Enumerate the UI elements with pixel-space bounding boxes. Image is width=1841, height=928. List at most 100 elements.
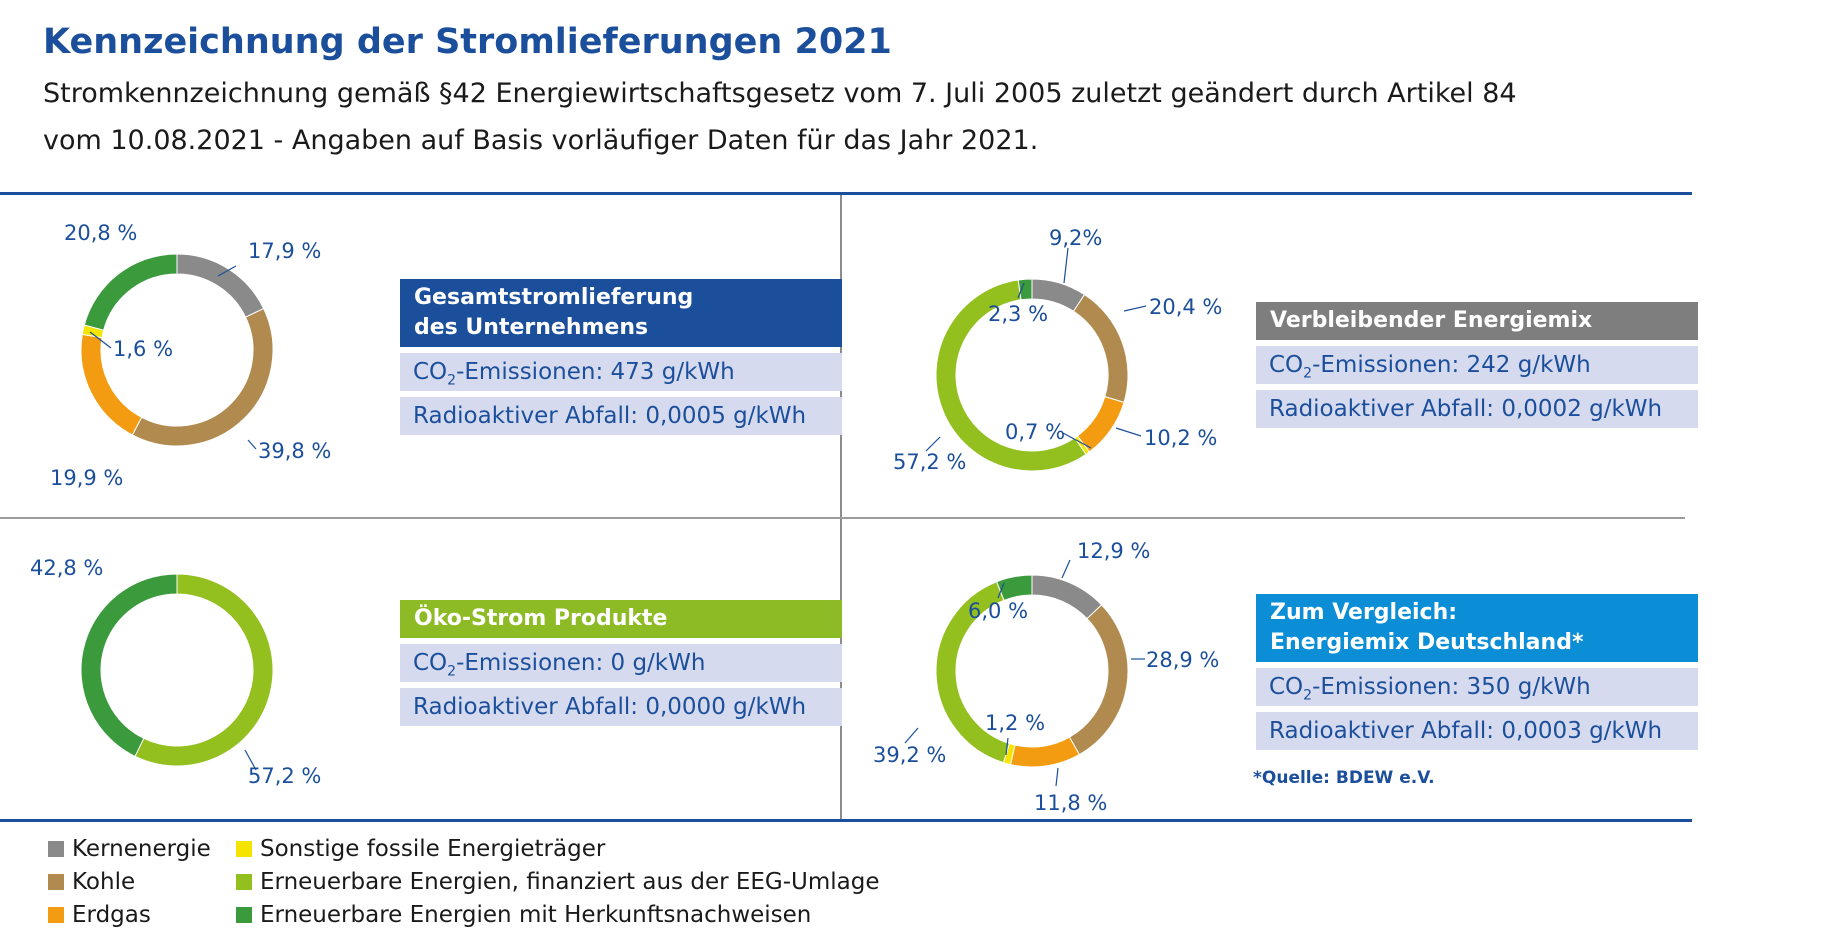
leader-line bbox=[1061, 559, 1071, 579]
data-label-erneuerbare-energien-mit-herkunftsnachweisen: 2,3 % bbox=[988, 302, 1048, 326]
co2-value: -Emissionen: 473 g/kWh bbox=[456, 359, 735, 385]
leader-line bbox=[925, 436, 941, 452]
legend-swatch bbox=[48, 907, 64, 923]
co2-subscript: 2 bbox=[447, 663, 457, 680]
card-verbleibender-energiemix: Verbleibender Energiemix CO2-Emissionen:… bbox=[1256, 302, 1698, 428]
data-label-erneuerbare-energien-finanziert-aus-der-eeg-umlage: 57,2 % bbox=[248, 764, 321, 788]
source-note: *Quelle: BDEW e.V. bbox=[1253, 768, 1435, 788]
leader-line bbox=[247, 439, 257, 450]
co2-emissions-row: CO2-Emissionen: 473 g/kWh bbox=[400, 353, 842, 391]
slice-erneuerbare-energien-mit-herkunftsnachweisen bbox=[996, 574, 1033, 601]
data-label-sonstige-fossile-energietr-ger: 0,7 % bbox=[1005, 420, 1065, 444]
legend-item-sonstige: Sonstige fossile Energieträger bbox=[236, 836, 605, 862]
data-label-erneuerbare-energien-mit-herkunftsnachweisen: 6,0 % bbox=[968, 599, 1028, 623]
slice-kernenergie bbox=[1031, 574, 1103, 620]
leader-line bbox=[1005, 737, 1009, 756]
data-label-erneuerbare-energien-finanziert-aus-der-eeg-umlage: 39,2 % bbox=[873, 743, 946, 767]
co2-label: CO bbox=[413, 359, 448, 385]
slice-erneuerbare-energien-finanziert-aus-der-eeg-umlage bbox=[134, 573, 274, 767]
slice-erneuerbare-energien-mit-herkunftsnachweisen bbox=[83, 253, 178, 331]
card-title-line-2: Energiemix Deutschland* bbox=[1270, 630, 1584, 655]
slice-kohle bbox=[1068, 604, 1129, 756]
leader-line bbox=[89, 331, 112, 349]
card-title: Zum Vergleich: Energiemix Deutschland* bbox=[1256, 594, 1698, 662]
slice-erneuerbare-energien-finanziert-aus-der-eeg-umlage bbox=[935, 279, 1087, 472]
data-label-erdgas: 19,9 % bbox=[50, 466, 123, 490]
data-label-kernenergie: 9,2% bbox=[1049, 226, 1102, 250]
slice-kohle bbox=[1072, 293, 1129, 403]
radioactive-waste-row: Radioaktiver Abfall: 0,0005 g/kWh bbox=[400, 397, 842, 435]
card-title: Gesamtstromlieferung des Unternehmens bbox=[400, 279, 842, 347]
leader-line bbox=[904, 727, 919, 744]
co2-subscript: 2 bbox=[1303, 687, 1313, 704]
co2-subscript: 2 bbox=[1303, 365, 1313, 382]
legend-item-kohle: Kohle bbox=[48, 869, 135, 895]
card-gesamtstromlieferung: Gesamtstromlieferung des Unternehmens CO… bbox=[400, 279, 842, 435]
data-label-sonstige-fossile-energietr-ger: 1,6 % bbox=[113, 337, 173, 361]
page-title: Kennzeichnung der Stromlieferungen 2021 bbox=[43, 22, 892, 62]
co2-label: CO bbox=[1269, 352, 1304, 378]
data-label-erneuerbare-energien-mit-herkunftsnachweisen: 20,8 % bbox=[64, 221, 137, 245]
co2-label: CO bbox=[413, 650, 448, 676]
card-oeko-strom-produkte: Öko-Strom Produkte CO2-Emissionen: 0 g/k… bbox=[400, 600, 842, 726]
legend-item-kernenergie: Kernenergie bbox=[48, 836, 211, 862]
slice-kernenergie bbox=[176, 253, 265, 318]
legend-swatch bbox=[48, 874, 64, 890]
data-label-kohle: 28,9 % bbox=[1146, 648, 1219, 672]
slice-erneuerbare-energien-mit-herkunftsnachweisen bbox=[80, 573, 178, 758]
card-title-line-2: des Unternehmens bbox=[414, 315, 649, 340]
page-subtitle-line-2: vom 10.08.2021 - Angaben auf Basis vorlä… bbox=[43, 125, 1039, 156]
leader-line bbox=[1063, 247, 1069, 284]
radioactive-waste-row: Radioaktiver Abfall: 0,0000 g/kWh bbox=[400, 688, 842, 726]
data-label-kohle: 39,8 % bbox=[258, 439, 331, 463]
donut-chart-2: 9,2% 20,4 % 10,2 % 0,7 % 57,2 % 2,3 % bbox=[893, 226, 1222, 474]
legend-item-erdgas: Erdgas bbox=[48, 902, 151, 928]
card-energiemix-deutschland: Zum Vergleich: Energiemix Deutschland* C… bbox=[1256, 594, 1698, 750]
leader-line bbox=[1115, 427, 1142, 437]
leader-line bbox=[1062, 432, 1092, 449]
data-label-kernenergie: 17,9 % bbox=[248, 239, 321, 263]
leader-line bbox=[1055, 767, 1059, 787]
co2-value: -Emissionen: 350 g/kWh bbox=[1312, 674, 1591, 700]
co2-emissions-row: CO2-Emissionen: 0 g/kWh bbox=[400, 644, 842, 682]
slice-erneuerbare-energien-mit-herkunftsnachweisen bbox=[1017, 278, 1033, 301]
page-subtitle-line-1: Stromkennzeichnung gemäß §42 Energiewirt… bbox=[43, 78, 1517, 109]
slice-kohle bbox=[131, 307, 274, 447]
data-label-erdgas: 11,8 % bbox=[1034, 791, 1107, 815]
card-title-line-1: Gesamtstromlieferung bbox=[414, 285, 694, 310]
co2-subscript: 2 bbox=[447, 372, 457, 389]
legend-item-eeg: Erneuerbare Energien, finanziert aus der… bbox=[236, 869, 880, 895]
co2-value: -Emissionen: 0 g/kWh bbox=[456, 650, 706, 676]
data-label-erneuerbare-energien-finanziert-aus-der-eeg-umlage: 57,2 % bbox=[893, 450, 966, 474]
card-title: Verbleibender Energiemix bbox=[1256, 302, 1698, 340]
co2-label: CO bbox=[1269, 674, 1304, 700]
data-label-erdgas: 10,2 % bbox=[1144, 426, 1217, 450]
card-title: Öko-Strom Produkte bbox=[400, 600, 842, 638]
donut-chart-1: 17,9 % 39,8 % 19,9 % 1,6 % 20,8 % bbox=[50, 221, 331, 490]
legend-label: Kohle bbox=[72, 869, 136, 895]
legend-label: Erneuerbare Energien mit Herkunftsnachwe… bbox=[260, 902, 812, 928]
bottom-rule bbox=[0, 819, 1692, 822]
data-label-kohle: 20,4 % bbox=[1149, 295, 1222, 319]
legend-label: Sonstige fossile Energieträger bbox=[260, 836, 606, 862]
donut-chart-4: 12,9 % 28,9 % 11,8 % 1,2 % 39,2 % 6,0 % bbox=[873, 539, 1219, 815]
leader-line bbox=[997, 582, 1005, 599]
data-label-sonstige-fossile-energietr-ger: 1,2 % bbox=[985, 711, 1045, 735]
legend-swatch bbox=[48, 841, 64, 857]
leader-line bbox=[217, 265, 237, 277]
card-title-line-1: Zum Vergleich: bbox=[1270, 600, 1458, 625]
co2-value: -Emissionen: 242 g/kWh bbox=[1312, 352, 1591, 378]
radioactive-waste-row: Radioaktiver Abfall: 0,0002 g/kWh bbox=[1256, 390, 1698, 428]
legend-swatch bbox=[236, 907, 252, 923]
top-rule bbox=[0, 192, 1692, 195]
data-label-kernenergie: 12,9 % bbox=[1077, 539, 1150, 563]
co2-emissions-row: CO2-Emissionen: 350 g/kWh bbox=[1256, 668, 1698, 706]
co2-emissions-row: CO2-Emissionen: 242 g/kWh bbox=[1256, 346, 1698, 384]
slice-erdgas bbox=[1076, 396, 1125, 453]
middle-divider bbox=[0, 517, 1685, 519]
legend-label: Kernenergie bbox=[72, 836, 211, 862]
data-label-erneuerbare-energien-mit-herkunftsnachweisen: 42,8 % bbox=[30, 556, 103, 580]
slice-erdgas bbox=[1009, 736, 1080, 768]
legend-item-herkunft: Erneuerbare Energien mit Herkunftsnachwe… bbox=[236, 902, 811, 928]
